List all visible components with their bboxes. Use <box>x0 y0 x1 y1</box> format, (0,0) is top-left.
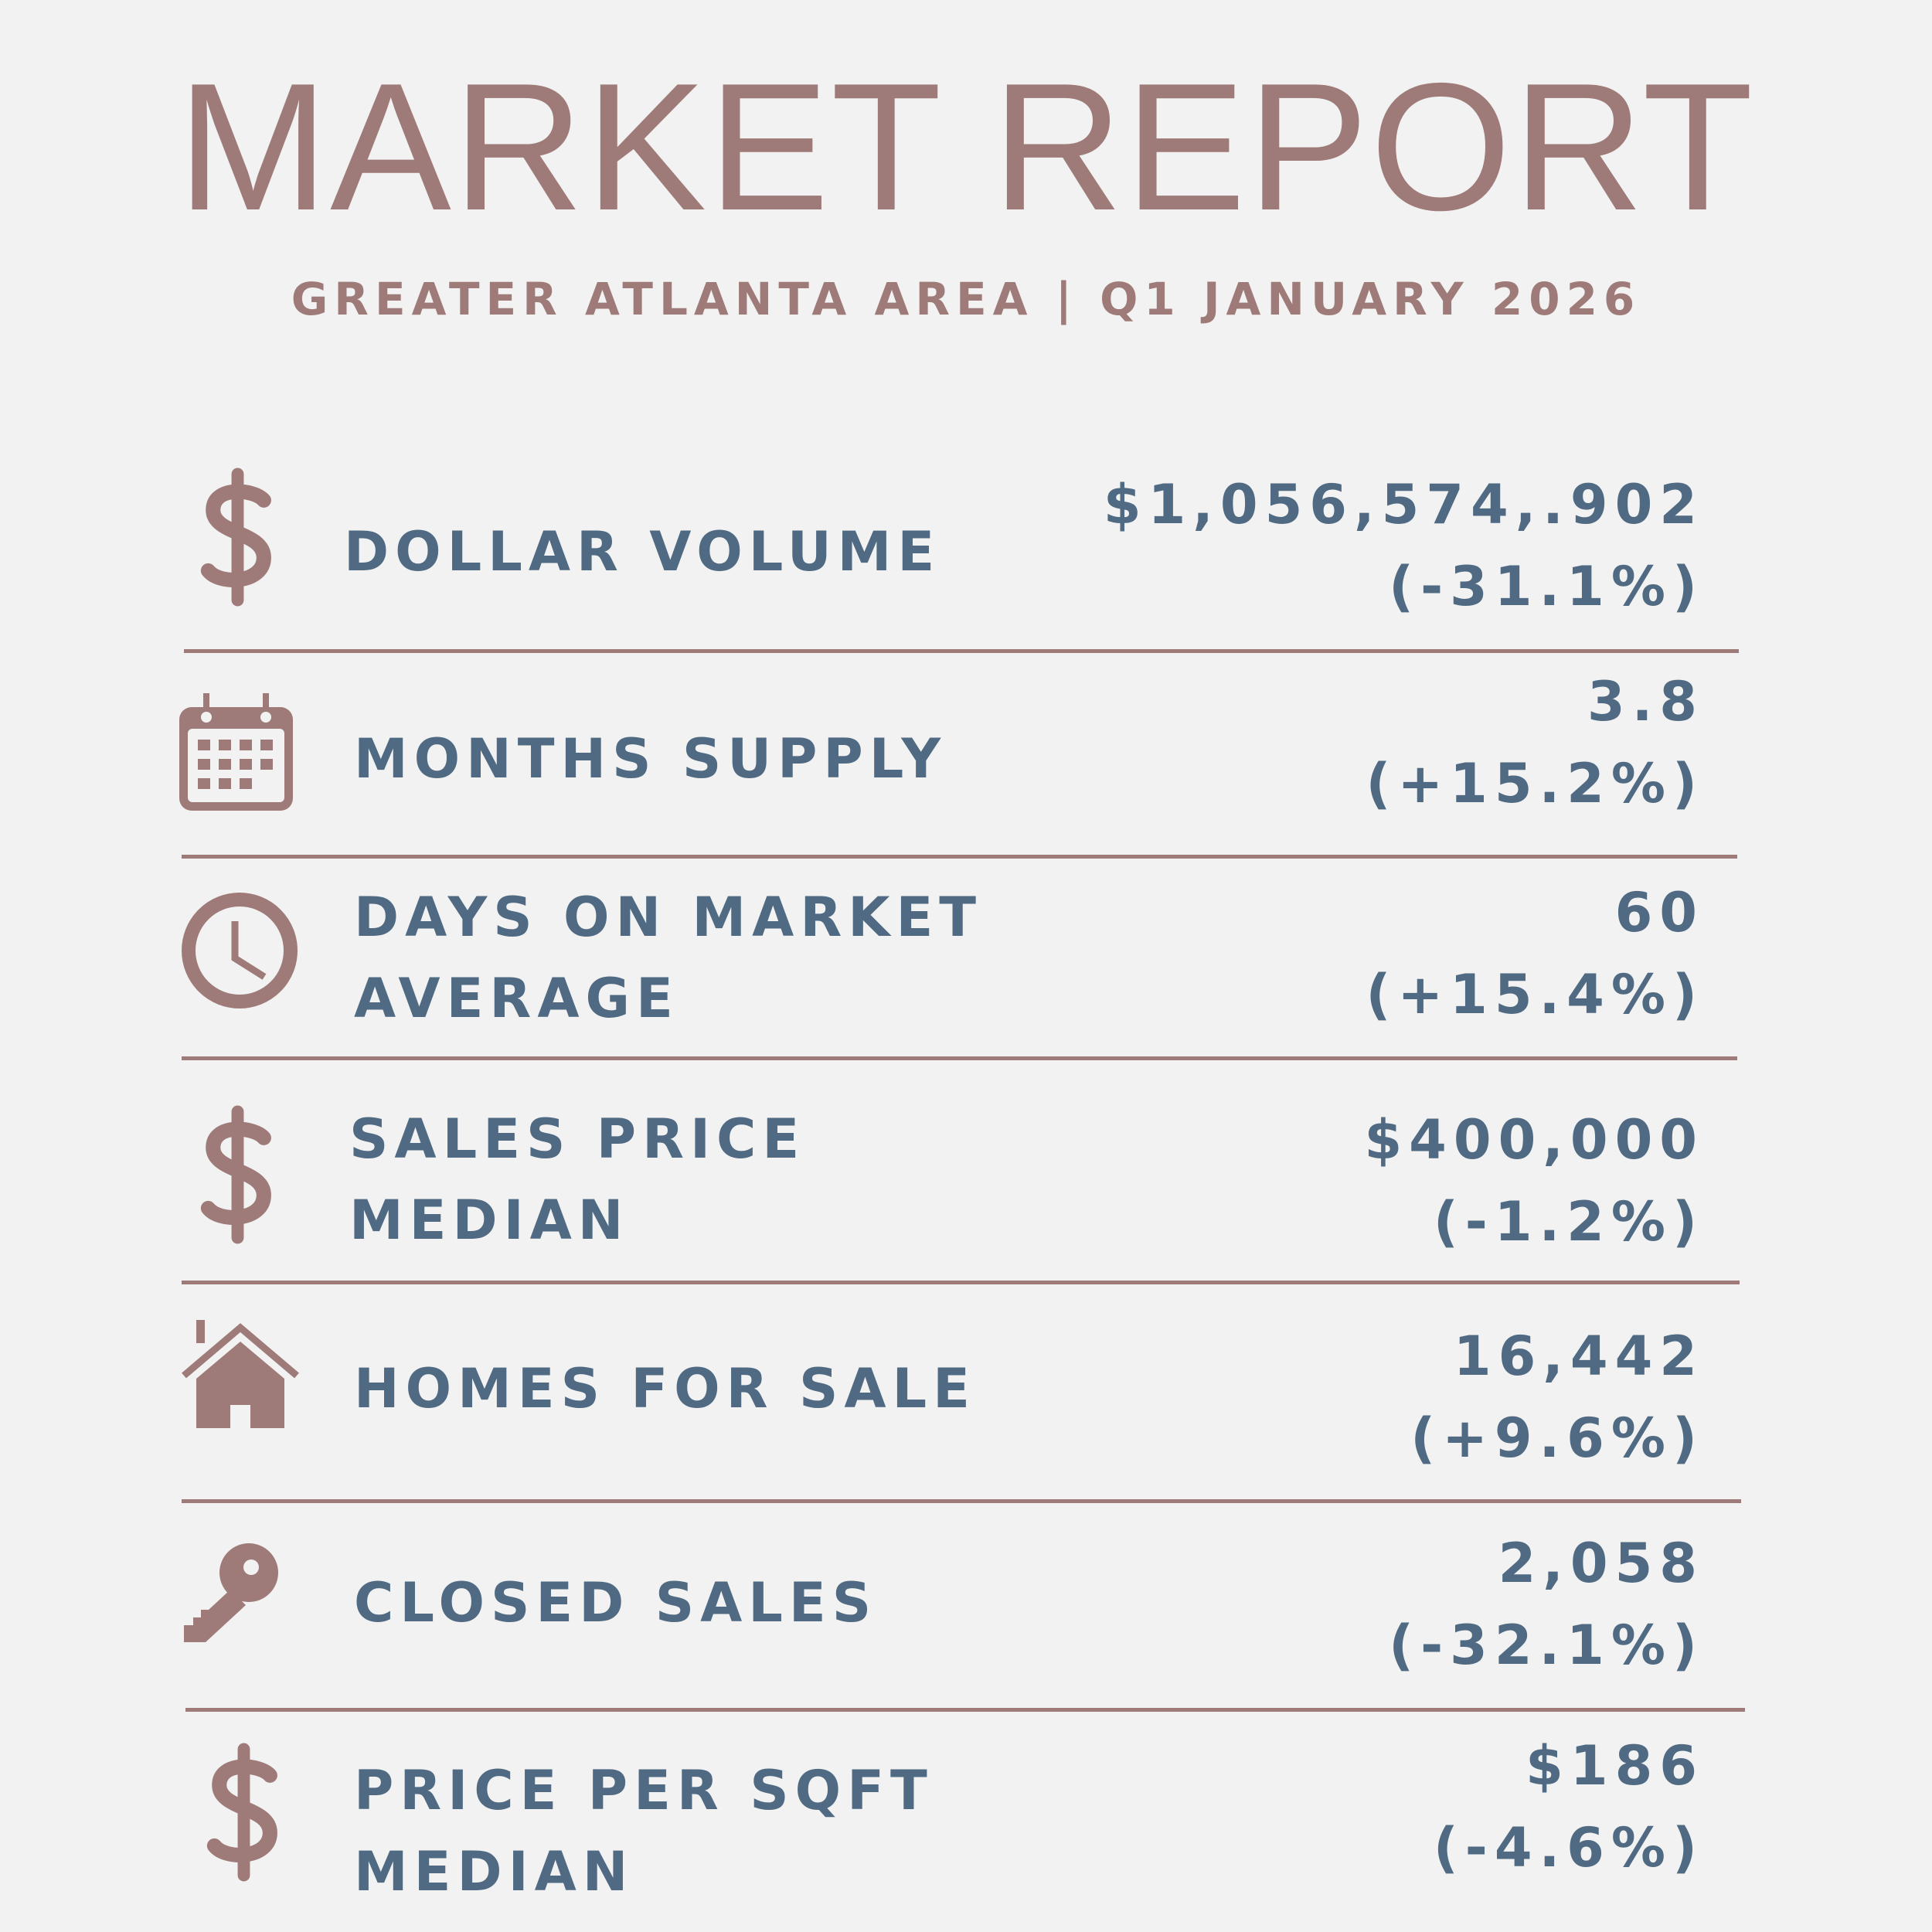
metric-change: (-4.6%) <box>1433 1816 1704 1879</box>
row-divider <box>185 1708 1745 1712</box>
metric-amount: $1,056,574,.902 <box>1103 473 1704 536</box>
metric-label: HOMES FOR SALE <box>354 1357 976 1420</box>
metric-amount: 2,058 <box>1498 1532 1704 1595</box>
metric-value: $400,000 (-1.2%) <box>1364 1099 1704 1263</box>
metric-value: $1,056,574,.902 (-31.1%) <box>1104 464 1704 628</box>
metric-amount: 60 <box>1614 881 1704 944</box>
row-divider <box>182 855 1737 859</box>
calendar-icon <box>176 692 296 815</box>
metric-change: (+15.4%) <box>1366 963 1704 1026</box>
metric-amount: $186 <box>1526 1734 1704 1798</box>
metric-label: MONTHS SUPPLY <box>354 727 947 791</box>
clock-icon <box>179 890 300 1011</box>
metric-amount: 16,442 <box>1453 1325 1704 1388</box>
metric-value: 60 (+15.4%) <box>1366 872 1704 1036</box>
metric-amount: 3.8 <box>1587 670 1704 733</box>
metric-label: SALES PRICE MEDIAN <box>349 1107 806 1252</box>
metric-value: $186 (-4.6%) <box>1434 1725 1704 1889</box>
metric-label: DOLLAR VOLUME <box>344 520 941 583</box>
row-divider <box>182 1281 1740 1284</box>
metric-change: (+9.6%) <box>1410 1406 1704 1470</box>
dollar-icon <box>199 1743 288 1882</box>
page-title: MARKET REPORT <box>177 45 1755 248</box>
metric-value: 2,058 (-32.1%) <box>1389 1522 1704 1686</box>
metric-label: CLOSED SALES <box>354 1571 878 1634</box>
metric-value: 3.8 (+15.2%) <box>1366 661 1704 825</box>
metric-change: (-1.2%) <box>1433 1190 1704 1253</box>
dollar-icon <box>193 1105 282 1244</box>
metric-value: 16,442 (+9.6%) <box>1410 1315 1704 1479</box>
house-icon <box>179 1314 301 1428</box>
metric-label: PRICE PER SQFT MEDIAN <box>354 1759 934 1903</box>
page-subtitle: GREATER ATLANTA AREA | Q1 JANUARY 2026 <box>291 273 1641 325</box>
metric-amount: $400,000 <box>1364 1108 1704 1172</box>
metric-label: DAYS ON MARKET AVERAGE <box>354 886 983 1030</box>
row-divider <box>182 1499 1741 1503</box>
row-divider <box>184 649 1739 653</box>
metric-change: (+15.2%) <box>1366 752 1704 815</box>
dollar-icon <box>193 468 282 607</box>
key-icon <box>182 1542 279 1642</box>
metric-change: (-31.1%) <box>1389 555 1704 618</box>
metric-change: (-32.1%) <box>1389 1614 1704 1677</box>
row-divider <box>182 1056 1737 1060</box>
